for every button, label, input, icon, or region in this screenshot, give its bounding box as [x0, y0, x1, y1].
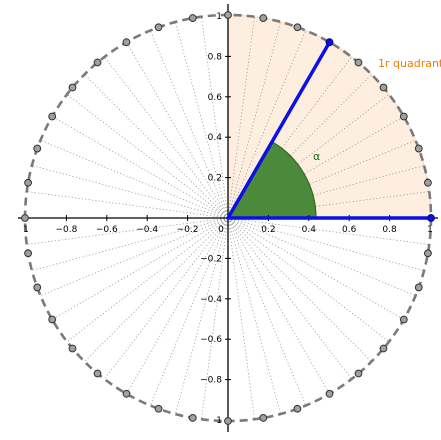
- circle-point: [33, 283, 42, 292]
- circle-point: [399, 112, 408, 121]
- radial-line: [227, 217, 255, 420]
- x-tick-label: −0.4: [136, 225, 158, 235]
- circle-point: [24, 178, 32, 187]
- x-tick-label: 1: [427, 225, 433, 235]
- axis-ticks: 1 −0.8 −0.6 −0.4 −0.2 0 0.2 0.4 0.6 0.8 1 1 0.8 0.6 0.…: [23, 12, 433, 426]
- x-tick-label: 1: [23, 225, 29, 235]
- x-tick-label: 0: [218, 225, 224, 235]
- y-tick-label: 0.6: [208, 93, 223, 103]
- circle-point: [424, 249, 432, 258]
- circle-point: [188, 14, 197, 22]
- radial-line: [227, 217, 307, 406]
- circle-point: [379, 83, 388, 92]
- x-tick-label: 0.2: [261, 225, 275, 235]
- circle-point: [259, 414, 268, 422]
- y-tick-label: 0.2: [208, 174, 222, 184]
- terminal-ray[interactable]: [226, 40, 332, 220]
- radial-line: [227, 217, 390, 342]
- circle-point: [325, 389, 334, 398]
- circle-point: [424, 178, 432, 187]
- circle-point: [224, 11, 232, 19]
- y-tick-label: 0.8: [208, 52, 223, 62]
- radial-line: [126, 41, 229, 219]
- radial-line: [201, 16, 229, 219]
- x-tick-label: −0.2: [177, 225, 199, 235]
- circle-point: [48, 315, 57, 324]
- y-tick-label: 1: [216, 12, 222, 22]
- circle-point: [293, 404, 302, 413]
- radial-line: [40, 139, 229, 219]
- quadrant-label: 1r quadrant: [378, 57, 441, 70]
- radial-line: [201, 217, 229, 420]
- circle-point: [24, 249, 32, 258]
- circle-point: [68, 83, 77, 92]
- circle-point: [93, 58, 102, 67]
- radial-line: [126, 217, 229, 395]
- circle-points: [21, 11, 432, 425]
- radial-line: [227, 217, 281, 415]
- y-tick-label: −0.8: [200, 376, 222, 386]
- circle-point: [259, 14, 268, 22]
- radial-line: [227, 217, 330, 395]
- circle-point: [399, 315, 408, 324]
- circle-point: [154, 404, 163, 413]
- initial-point[interactable]: [427, 214, 435, 222]
- circle-point: [354, 369, 363, 378]
- radial-line: [227, 217, 430, 245]
- y-tick-label: −0.6: [200, 335, 222, 345]
- circle-point: [379, 344, 388, 353]
- circle-point: [414, 283, 423, 292]
- circle-point: [122, 389, 131, 398]
- circle-point: [122, 38, 131, 47]
- radial-line: [227, 217, 372, 362]
- x-tick-label: −0.6: [96, 225, 118, 235]
- x-tick-label: 0.6: [342, 225, 357, 235]
- circle-point: [293, 23, 302, 32]
- y-tick-label: −0.4: [200, 295, 222, 305]
- y-tick-label: 0.4: [208, 133, 223, 143]
- y-tick-label: −0.2: [200, 254, 222, 264]
- radial-line: [31, 165, 229, 219]
- circle-point: [33, 144, 42, 153]
- circle-point: [224, 417, 232, 425]
- radial-line: [66, 94, 229, 219]
- x-tick-label: −0.8: [55, 225, 77, 235]
- radial-line: [26, 191, 229, 219]
- y-tick-label: 1: [216, 416, 222, 426]
- circle-point: [188, 414, 197, 422]
- circle-point: [21, 214, 29, 222]
- radial-line: [84, 74, 229, 219]
- x-tick-label: 0.4: [302, 225, 317, 235]
- radial-line: [227, 217, 352, 380]
- circle-point: [354, 58, 363, 67]
- angle-alpha-sector: [226, 140, 317, 219]
- x-tick-label: 0.8: [382, 225, 397, 235]
- angle-alpha-label: α: [313, 150, 320, 163]
- radial-line: [175, 21, 229, 219]
- radial-line: [66, 217, 229, 342]
- terminal-point[interactable]: [325, 38, 334, 47]
- radial-line: [51, 116, 229, 219]
- circle-point: [154, 23, 163, 32]
- circle-point: [414, 144, 423, 153]
- circle-point: [93, 369, 102, 378]
- circle-point: [68, 344, 77, 353]
- circle-point: [48, 112, 57, 121]
